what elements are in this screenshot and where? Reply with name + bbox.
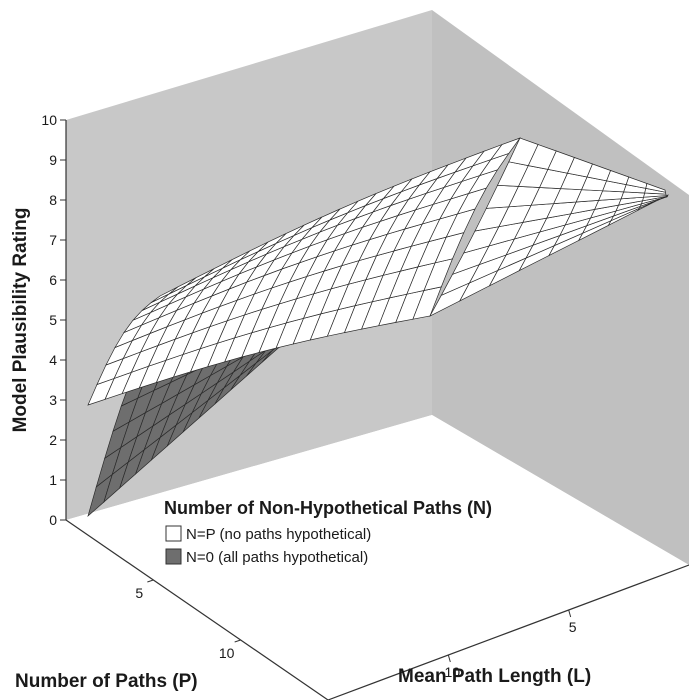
legend-swatch-n0: [165, 548, 182, 565]
floor-edge-left: [65, 519, 329, 700]
z-tick-label: 6: [49, 272, 57, 288]
z-tick-label: 0: [49, 512, 57, 528]
surface-np-tail-patch: [598, 190, 625, 201]
floor-plane: [66, 415, 689, 700]
surface-np-tail-patch: [645, 183, 666, 193]
legend-title: Number of Non-Hypothetical Paths (N): [164, 498, 492, 518]
z-tick-label: 1: [49, 472, 57, 488]
z-tick-label: 10: [41, 112, 57, 128]
y-axis-ticks: 5 10: [445, 609, 577, 680]
surface-np: [87, 137, 669, 406]
floor-edge-right: [327, 564, 689, 700]
z-tick-label: 4: [49, 352, 57, 368]
x-tick-label: 5: [135, 585, 143, 601]
z-tick-label: 2: [49, 432, 57, 448]
x-tick-mark: [147, 579, 154, 583]
legend-label-np: N=P (no paths hypothetical): [186, 526, 371, 543]
z-tick-label: 3: [49, 392, 57, 408]
y-axis-title: Mean Path Length (L): [398, 666, 591, 687]
legend-label-n0: N=0 (all paths hypothetical): [186, 549, 368, 566]
z-tick-label: 7: [49, 232, 57, 248]
x-tick-mark: [234, 639, 241, 643]
x-tick-label: 10: [219, 645, 235, 661]
z-tick-label: 5: [49, 312, 57, 328]
y-tick-mark: [568, 609, 572, 618]
z-axis-ticks: 0 1 2 3 4 5 6 7 8 9 10: [41, 112, 66, 528]
legend-swatch-np: [165, 525, 182, 542]
z-axis-title: Model Plausibility Rating: [10, 208, 31, 433]
legend: Number of Non-Hypothetical Paths (N) N=P…: [164, 498, 492, 566]
z-tick-label: 9: [49, 152, 57, 168]
x-axis-title: Number of Paths (P): [15, 671, 198, 692]
z-tick-label: 8: [49, 192, 57, 208]
y-tick-label: 10: [445, 664, 461, 680]
y-tick-mark: [447, 654, 451, 663]
y-tick-label: 5: [569, 619, 577, 635]
x-axis-ticks: 51015: [135, 579, 328, 700]
